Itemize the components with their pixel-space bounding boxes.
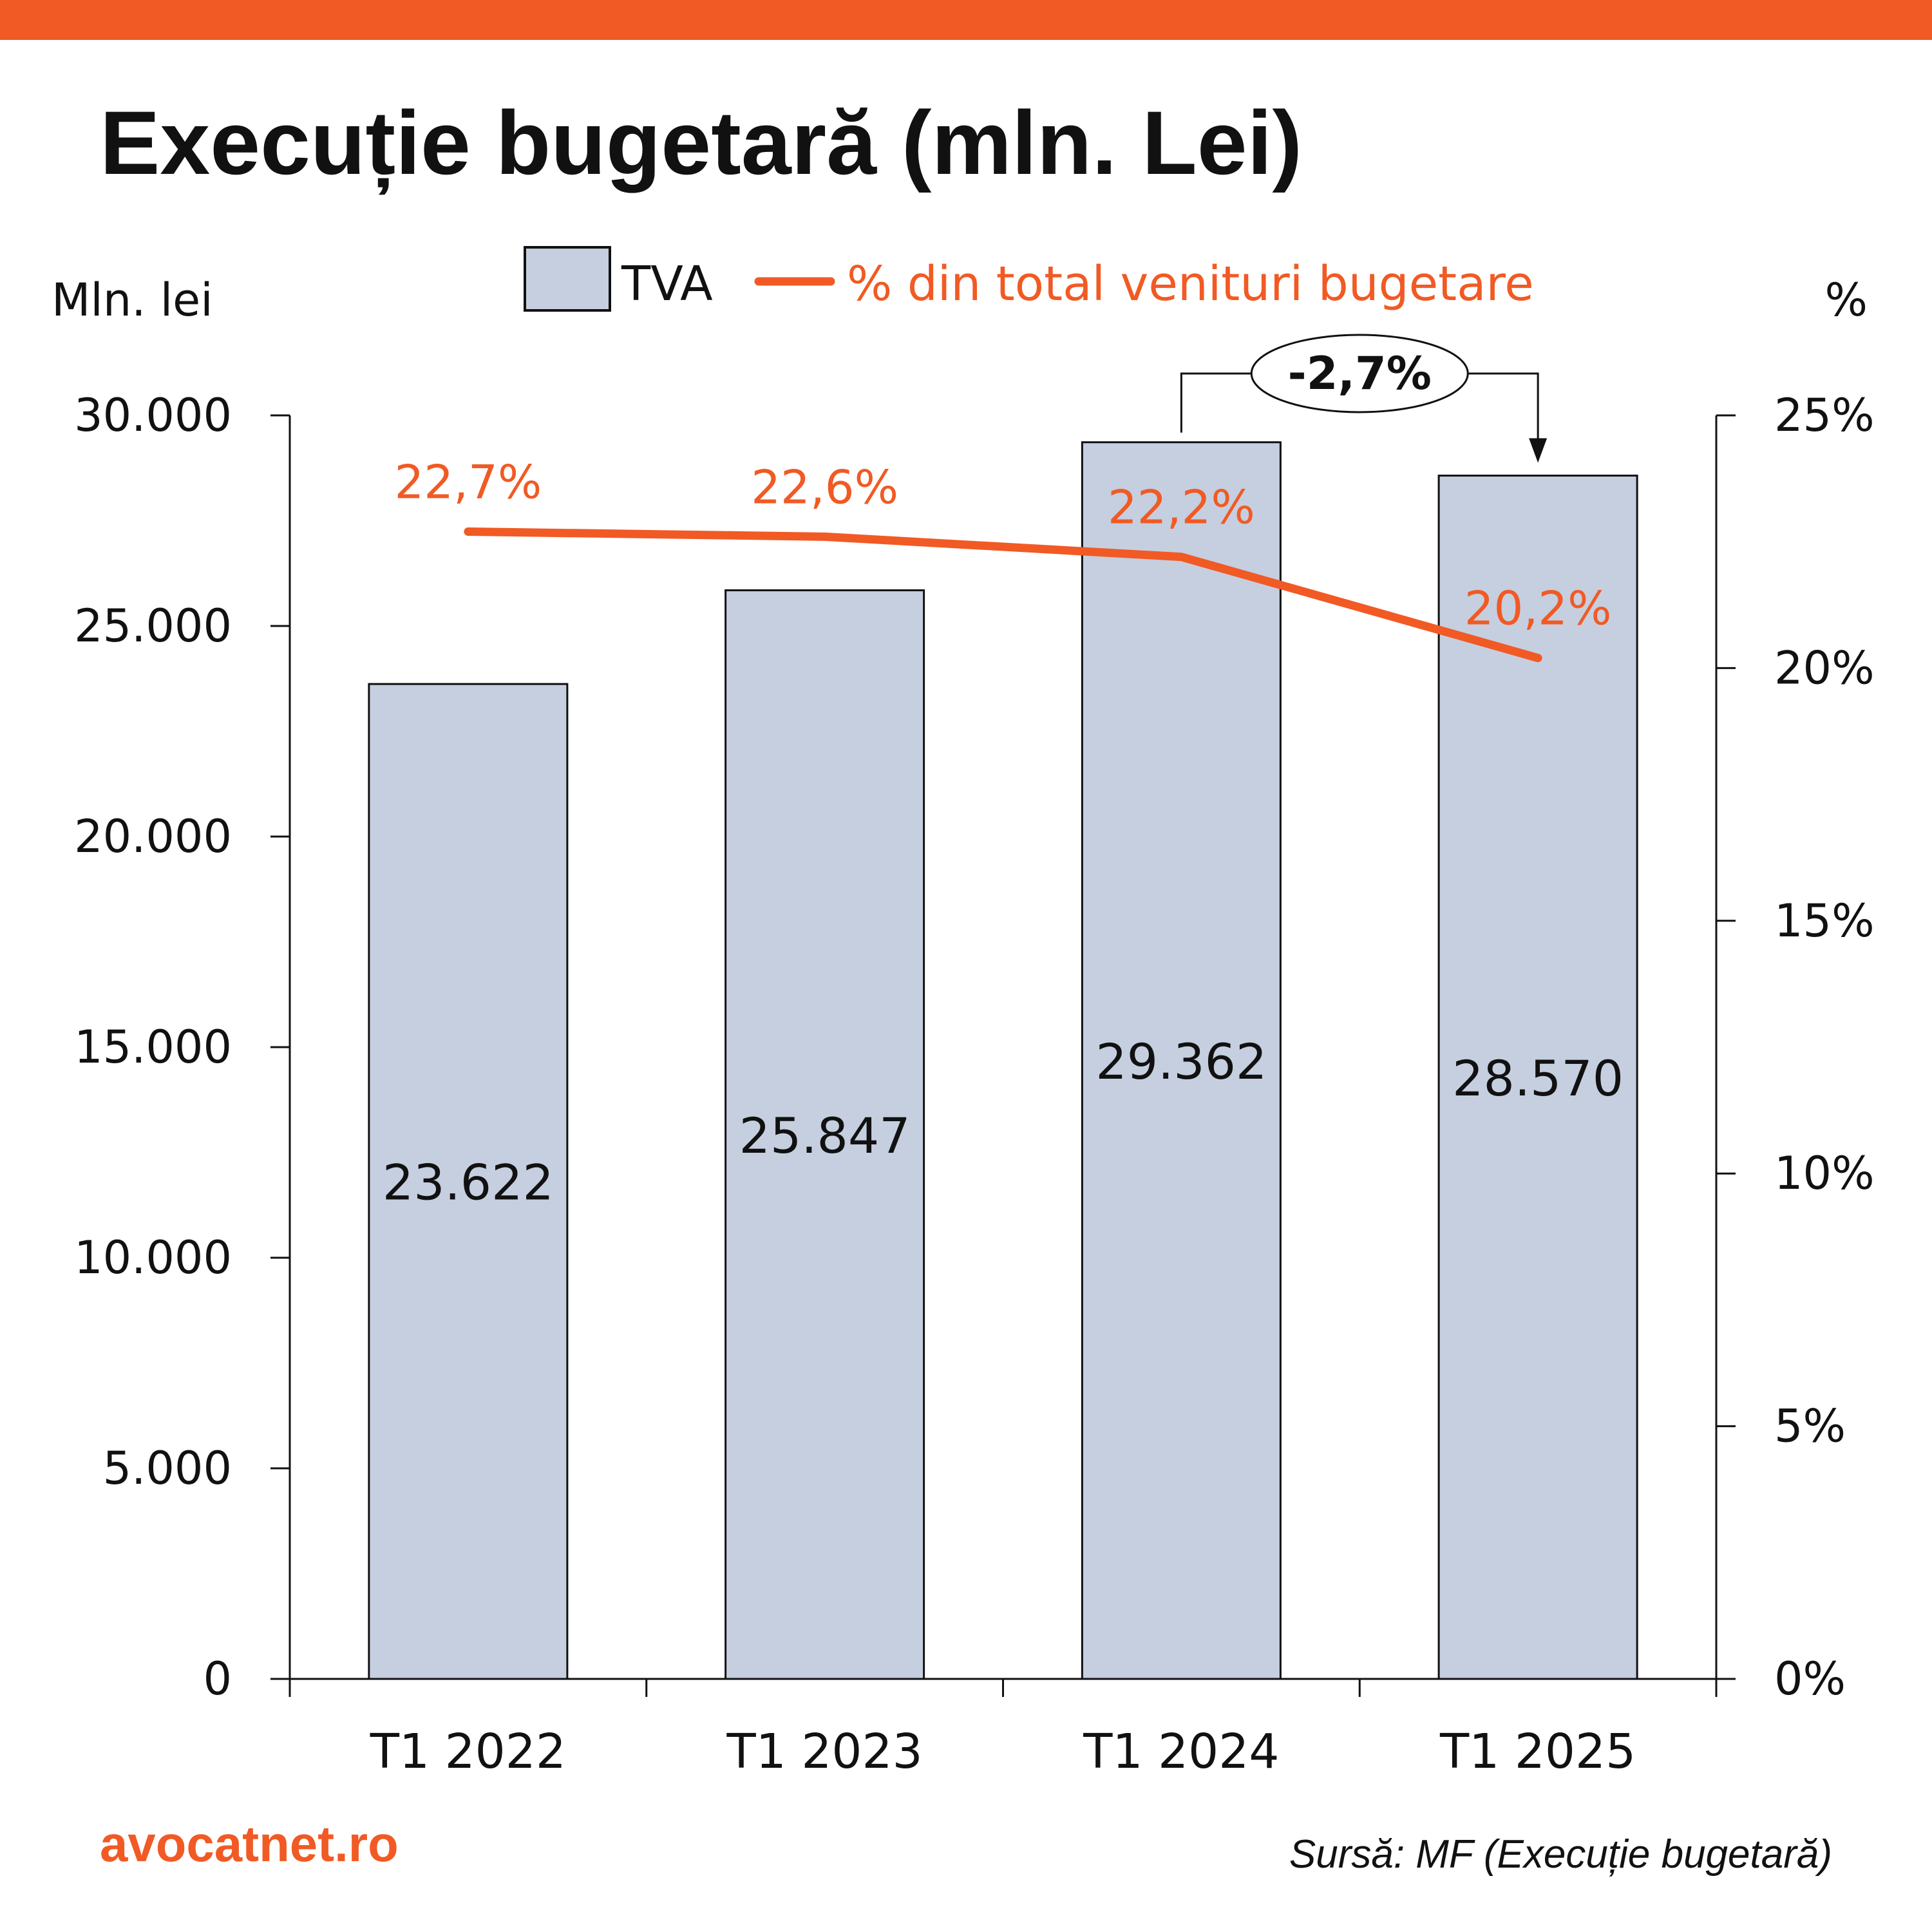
bar-value-label: 25.847 — [739, 1107, 911, 1164]
percent-line-series: 22,7% 22,6% 22,2% 20,2% — [395, 455, 1612, 663]
y-left-tick-label: 5.000 — [103, 1442, 232, 1495]
percent-value-label: 20,2% — [1464, 582, 1612, 636]
y-left-tick-label: 30.000 — [74, 389, 232, 442]
percent-value-label: 22,7% — [395, 455, 542, 509]
axes: 0 5.000 10.000 15.000 20.000 25.000 30.000 0% 5%… — [74, 389, 1875, 1779]
y-left-tick-label: 20.000 — [74, 810, 232, 863]
y-axis-left-title: Mln. lei — [52, 274, 213, 327]
percent-value-label: 22,6% — [751, 460, 898, 514]
x-category-label: T1 2023 — [726, 1724, 923, 1779]
chart-title: Execuție bugetară (mln. Lei) — [100, 92, 1302, 195]
y-right-tick-label: 25% — [1774, 389, 1875, 442]
x-category-label: T1 2024 — [1083, 1724, 1279, 1779]
bar-value-label: 23.622 — [383, 1154, 554, 1211]
percent-line — [464, 527, 1542, 663]
brand-logo-text: avocatnet.ro — [100, 1815, 399, 1872]
y-left-tick-label: 25.000 — [74, 600, 232, 652]
legend-label-percent: % din total venituri bugetare — [847, 256, 1534, 312]
top-accent-bar — [0, 0, 1932, 40]
change-annotation: -2,7% — [1180, 334, 1548, 463]
change-arrowhead — [1529, 438, 1548, 463]
y-right-tick-label: 20% — [1774, 641, 1875, 694]
y-right-tick-label: 0% — [1774, 1653, 1846, 1705]
change-bubble — [1250, 334, 1469, 413]
change-label: -2,7% — [1288, 347, 1432, 400]
bar-tva — [1081, 441, 1282, 1680]
bar-tva — [1437, 475, 1638, 1680]
percent-value-label: 22,2% — [1108, 480, 1255, 535]
legend-label-tva: TVA — [621, 256, 713, 312]
y-right-tick-label: 10% — [1774, 1147, 1875, 1200]
bars: 23.622 25.847 29.362 28.570 — [368, 441, 1638, 1680]
y-right-tick-label: 15% — [1774, 895, 1875, 947]
legend: TVA % din total venituri bugetare — [524, 246, 1534, 312]
x-category-label: T1 2025 — [1439, 1724, 1636, 1779]
bar-value-label: 28.570 — [1452, 1050, 1624, 1107]
y-left-tick-label: 10.000 — [74, 1231, 232, 1284]
y-left-tick-label: 15.000 — [74, 1021, 232, 1074]
legend-swatch-tva — [524, 246, 611, 312]
y-axis-right-title: % — [1824, 274, 1868, 327]
x-category-label: T1 2022 — [370, 1724, 566, 1779]
source-note: Sursă: MF (Execuție bugetară) — [1289, 1832, 1832, 1877]
bar-value-label: 29.362 — [1095, 1033, 1267, 1090]
y-left-tick-label: 0 — [203, 1653, 232, 1705]
bar-tva — [724, 589, 925, 1680]
y-right-tick-label: 5% — [1774, 1400, 1846, 1453]
bar-tva — [368, 683, 569, 1680]
